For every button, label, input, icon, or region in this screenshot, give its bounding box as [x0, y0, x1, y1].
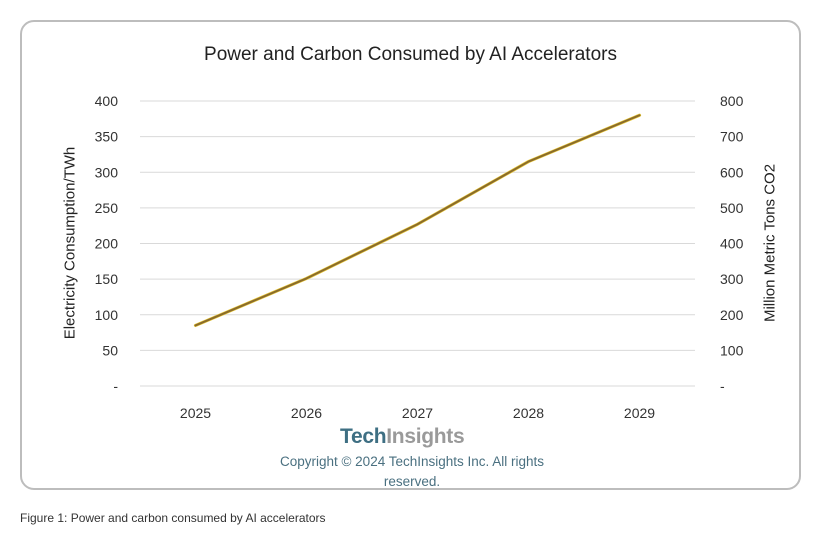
x-tick-label: 2025	[180, 405, 211, 421]
x-tick-label: 2029	[624, 405, 655, 421]
y-axis-right-label: Million Metric Tons CO2	[761, 163, 779, 323]
copyright-line-2: reserved.	[383, 474, 441, 489]
x-tick-label: 2026	[291, 405, 322, 421]
y-left-tick-label: -	[113, 378, 118, 394]
techinsights-logo: TechInsights	[340, 425, 465, 449]
y-right-tick-label: 200	[720, 307, 744, 323]
y-left-tick-label: 200	[95, 236, 119, 252]
y-right-tick-label: 600	[720, 164, 744, 180]
y-right-tick-label: 400	[720, 236, 744, 252]
chart-frame	[20, 20, 801, 490]
y-axis-left-label: Electricity Consumption/TWh	[61, 146, 79, 340]
logo-tech: Tech	[340, 425, 387, 448]
y-left-tick-label: 250	[95, 200, 119, 216]
y-left-tick-label: 350	[95, 129, 119, 145]
series-line-right	[193, 113, 642, 328]
y-left-tick-label: 400	[95, 93, 119, 109]
y-left-tick-label: 50	[102, 342, 118, 358]
y-right-tick-label: 100	[720, 342, 744, 358]
y-left-tick-label: 100	[95, 307, 119, 323]
y-right-tick-label: 300	[720, 271, 744, 287]
copyright-line-1: Copyright © 2024 TechInsights Inc. All r…	[279, 454, 545, 469]
series-line-left	[194, 114, 641, 327]
y-right-tick-label: 700	[720, 129, 744, 145]
y-left-tick-label: 300	[95, 164, 119, 180]
logo-insights: Insights	[386, 425, 465, 448]
x-tick-label: 2028	[513, 405, 544, 421]
y-right-tick-label: -	[720, 378, 725, 394]
y-right-tick-label: 500	[720, 200, 744, 216]
y-left-tick-label: 150	[95, 271, 119, 287]
figure-caption: Figure 1: Power and carbon consumed by A…	[20, 511, 326, 525]
chart-title: Power and Carbon Consumed by AI Accelera…	[204, 44, 617, 65]
y-right-tick-label: 800	[720, 93, 744, 109]
x-tick-label: 2027	[402, 405, 433, 421]
copyright-notice: Copyright © 2024 TechInsights Inc. All r…	[252, 452, 572, 492]
